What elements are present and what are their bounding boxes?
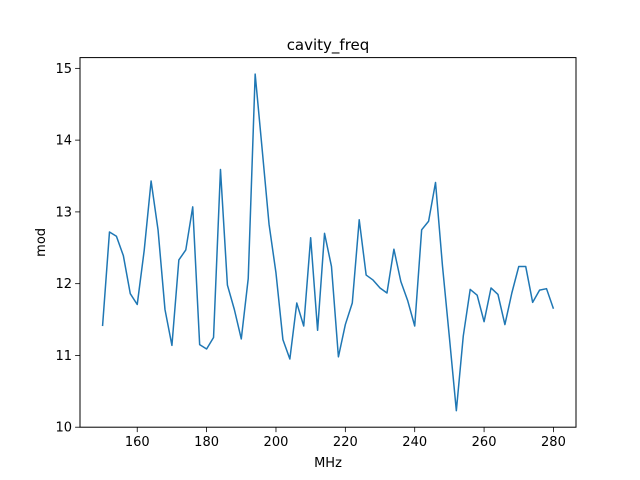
ticks-layer: 160 180 200 220 240 260 280 10 11 12 13 14 15: [55, 62, 565, 450]
y-axis-label: mod: [34, 228, 49, 257]
y-tick-label: 13: [55, 205, 72, 220]
x-tick-label: 240: [402, 435, 427, 450]
x-tick-label: 160: [125, 435, 150, 450]
x-tick-label: 260: [472, 435, 497, 450]
x-axis-label: MHz: [314, 456, 342, 471]
y-tick-label: 10: [55, 421, 72, 436]
plot-layer: [101, 73, 555, 412]
chart-title: cavity_freq: [287, 36, 370, 55]
x-tick-label: 200: [264, 435, 289, 450]
x-tick-label: 220: [333, 435, 358, 450]
plot-frame: [79, 57, 577, 428]
x-tick-label: 180: [194, 435, 219, 450]
y-tick-label: 14: [55, 134, 72, 149]
y-tick-label: 12: [55, 277, 72, 292]
x-tick-label: 280: [541, 435, 566, 450]
series-line-0: [101, 73, 555, 412]
y-tick-label: 11: [55, 349, 72, 364]
y-tick-label: 15: [55, 62, 72, 77]
